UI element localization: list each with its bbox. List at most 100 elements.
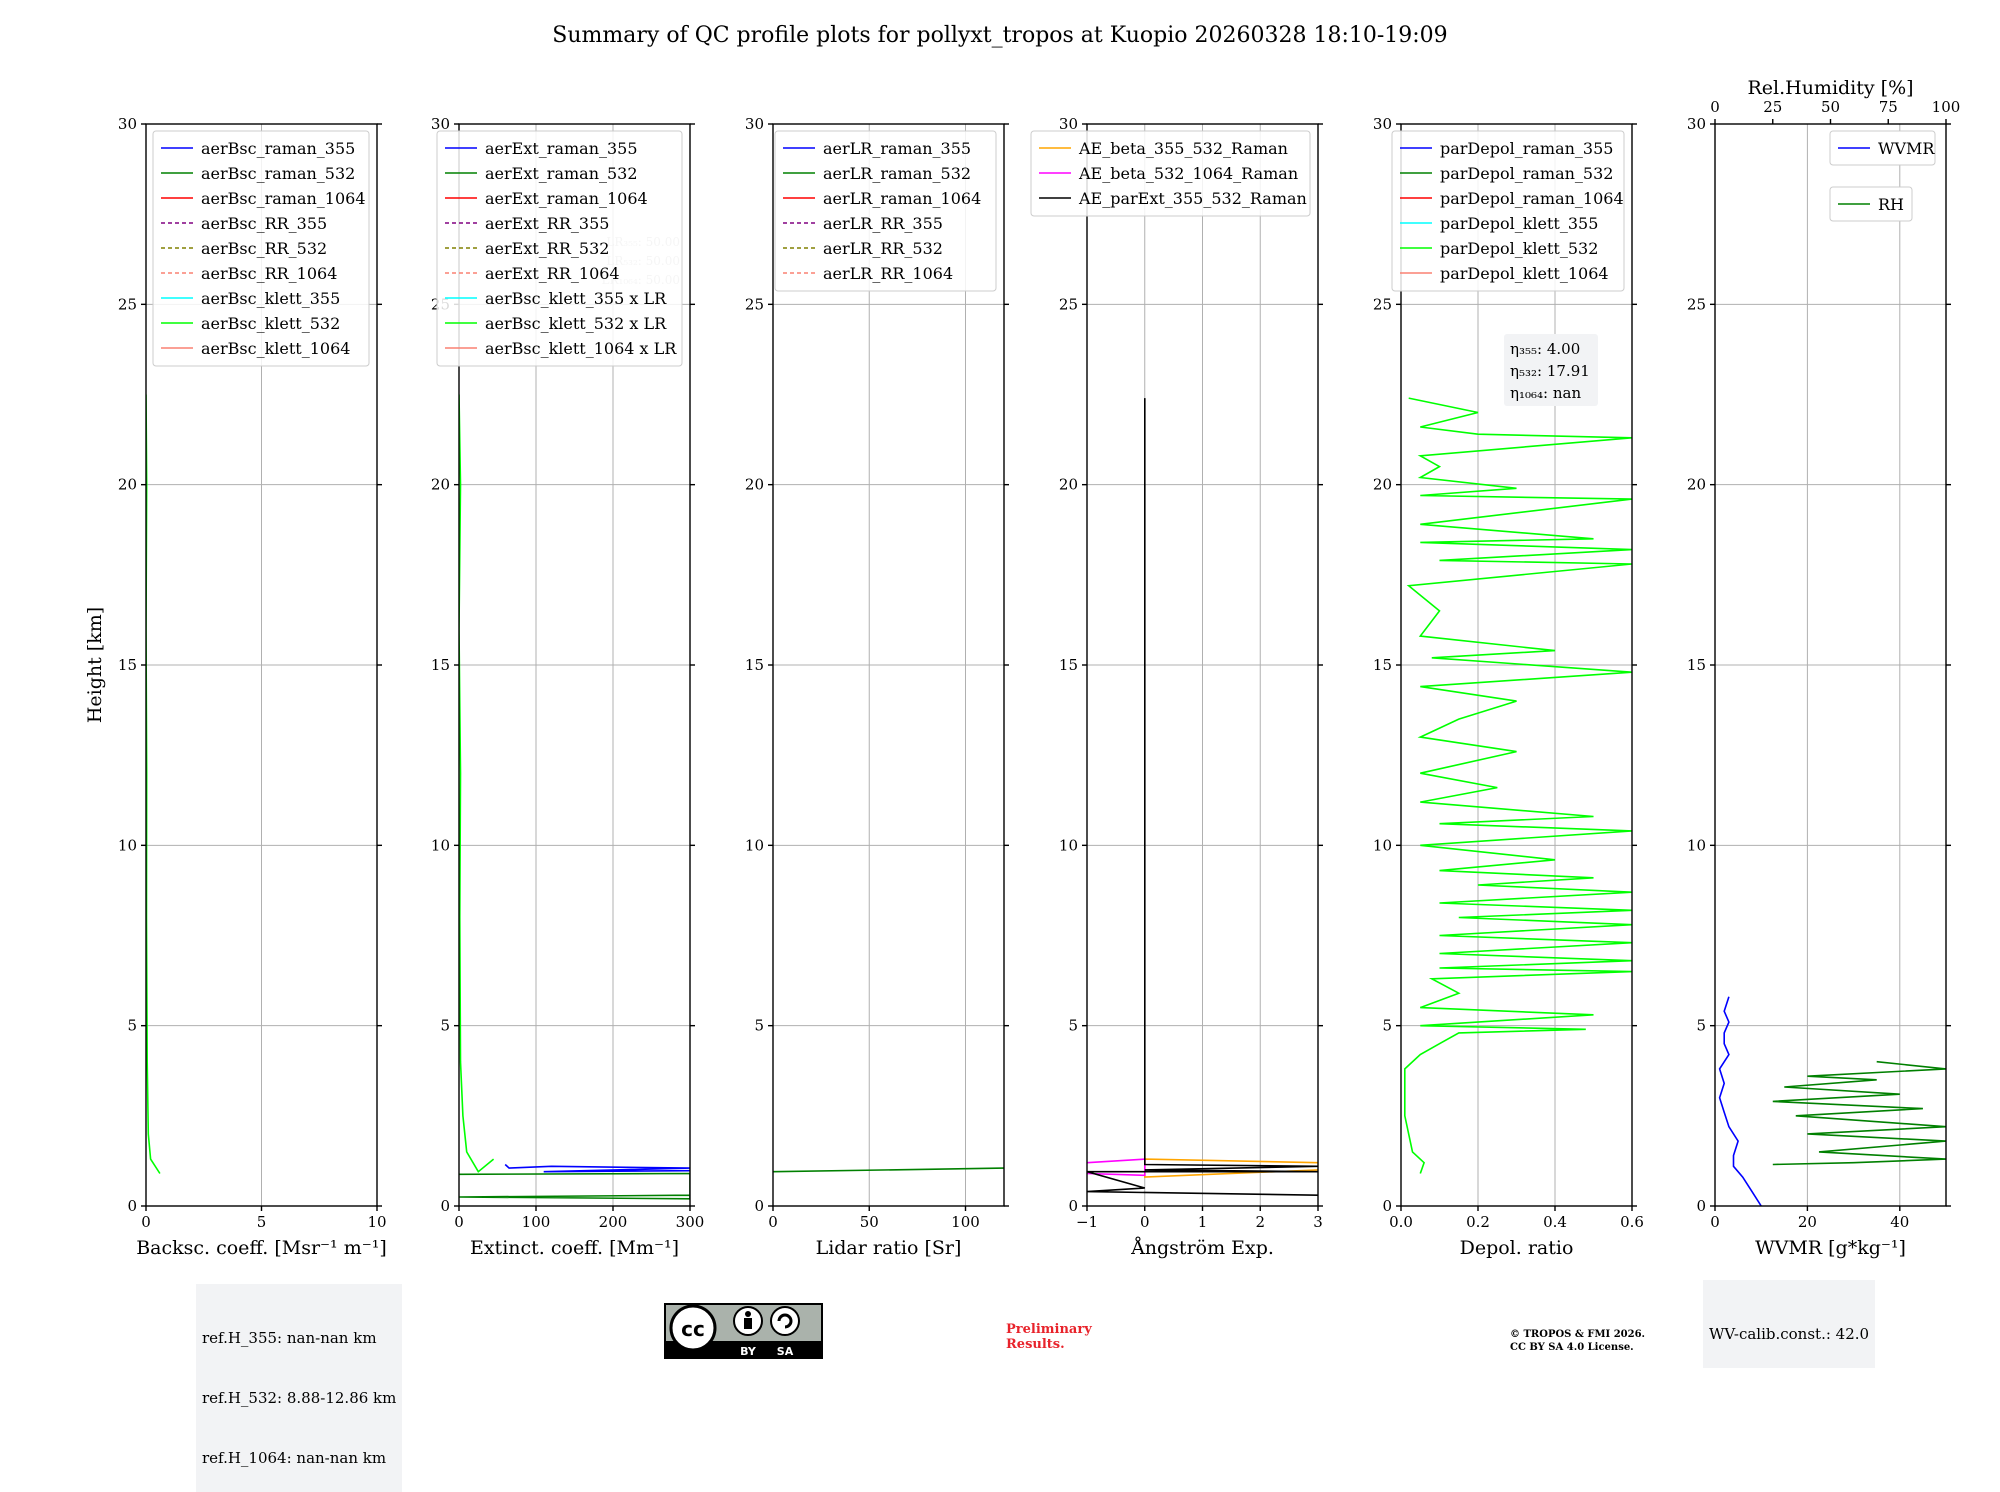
wv-calibration-constant: WV-calib.const.: 42.0 [1709, 1325, 1870, 1343]
series-line-aerExt_raman_355 [504, 1163, 690, 1173]
y-tick-label: 25 [745, 295, 764, 313]
legend-box [436, 130, 683, 367]
x-tick-label: 20 [1798, 1213, 1817, 1231]
x-tick-label: 5 [257, 1213, 267, 1231]
figure-canvas: Summary of QC profile plots for pollyxt_… [84, 23, 1960, 1359]
top-x-tick-label: 50 [1821, 98, 1840, 116]
ref-height-1064: ref.H_1064: nan-nan km [202, 1449, 387, 1467]
legend-label: aerBsc_klett_355 [201, 289, 340, 308]
legend-label: aerLR_raman_532 [823, 164, 971, 183]
y-tick-label: 15 [1059, 656, 1078, 674]
y-tick-label: 15 [1687, 656, 1706, 674]
cc-by-label: BY [740, 1345, 757, 1358]
legend-label: RH [1878, 195, 1904, 214]
y-tick-label: 30 [1687, 115, 1706, 133]
y-tick-label: 5 [754, 1017, 764, 1035]
axes-frame-lr [772, 123, 1005, 1207]
y-tick-label: 20 [1059, 476, 1078, 494]
x-axis-label: WVMR [g*kg⁻¹] [1755, 1237, 1906, 1259]
series-group-wv [1718, 996, 1946, 1206]
series-group-depol [1404, 397, 1632, 1174]
legend-label: AE_beta_532_1064_Raman [1078, 164, 1298, 183]
x-axis-label: Depol. ratio [1460, 1237, 1574, 1259]
legend-label: aerLR_RR_355 [823, 214, 943, 233]
legend-label: parDepol_raman_532 [1440, 164, 1613, 183]
x-tick-label: 200 [599, 1213, 628, 1231]
preliminary-line-2: Results. [1006, 1337, 1065, 1352]
legend-label: aerBsc_RR_532 [201, 239, 327, 258]
legend-label: parDepol_klett_532 [1440, 239, 1598, 258]
share-alike-icon [770, 1306, 800, 1336]
series-group-ae [1087, 398, 1318, 1196]
x-axis-label: Backsc. coeff. [Msr⁻¹ m⁻¹] [136, 1237, 387, 1259]
y-tick-label: 0 [440, 1197, 450, 1215]
y-tick-label: 20 [745, 476, 764, 494]
legend-label: aerExt_RR_1064 [485, 264, 620, 283]
figure-title: Summary of QC profile plots for pollyxt_… [552, 23, 1447, 48]
legend-label: aerExt_raman_355 [485, 139, 638, 158]
axes-frame-bsc [145, 123, 378, 1207]
ticks-ae [1082, 123, 1323, 1211]
x-tick-label: 0 [1140, 1213, 1150, 1231]
series-group-lr [773, 1167, 1004, 1173]
series-line-aerBsc_klett_532 [146, 394, 161, 1174]
series-line-WVMR [1718, 996, 1762, 1206]
y-tick-label: 0 [754, 1197, 764, 1215]
y-tick-label: 5 [1068, 1017, 1078, 1035]
y-tick-label: 25 [1059, 295, 1078, 313]
y-tick-label: 5 [440, 1017, 450, 1035]
x-axis-label: Extinct. coeff. [Mm⁻¹] [470, 1237, 679, 1259]
copyright-note: © TROPOS & FMI 2026. CC BY SA 4.0 Licens… [1510, 1328, 1645, 1354]
legend-label: aerBsc_raman_355 [201, 139, 355, 158]
top-x-axis-label: Rel.Humidity [%] [1747, 77, 1913, 99]
eta-box [1504, 334, 1598, 406]
series-line-parDepol_klett_532 [1404, 397, 1632, 1174]
eta-label: η₃₅₅: 4.00 [1510, 340, 1580, 358]
ticks-lr [768, 123, 1009, 1211]
y-tick-label: 15 [118, 656, 137, 674]
y-tick-label: 30 [745, 115, 764, 133]
ticks-depol [1396, 123, 1637, 1211]
series-group-bsc [146, 394, 161, 1174]
legend-label: aerLR_raman_1064 [823, 189, 981, 208]
y-tick-label: 10 [118, 836, 137, 854]
eta-label: η₁₀₆₄: nan [1510, 384, 1581, 402]
copyright-line-2: CC BY SA 4.0 License. [1510, 1342, 1634, 1353]
top-x-tick-label: 75 [1879, 98, 1898, 116]
x-tick-label: 1 [1198, 1213, 1208, 1231]
legend-label: aerBsc_raman_532 [201, 164, 355, 183]
legend-label: aerBsc_klett_355 x LR [485, 289, 667, 308]
series-line-aerLR_raman_532 [773, 1167, 1004, 1173]
preliminary-line-1: Preliminary [1006, 1322, 1092, 1337]
x-tick-label: 0 [141, 1213, 151, 1231]
x-axis-label: Ångström Exp. [1130, 1237, 1274, 1259]
legend-label: parDepol_klett_355 [1440, 214, 1598, 233]
legend-label: aerBsc_RR_355 [201, 214, 327, 233]
x-tick-label: 2 [1255, 1213, 1265, 1231]
legend-depol: parDepol_raman_355 parDepol_raman_532 parD… [1391, 130, 1625, 292]
y-tick-label: 0 [1382, 1197, 1392, 1215]
panel-depol: 0 5 10 15 20 25 30 0.0 0.2 0.4 0.6 parDepol_raman_3… [1373, 115, 1644, 1259]
legend-box [1829, 130, 1936, 166]
series-line-AE_parExt_355_532_Raman [1087, 398, 1318, 1196]
top-x-tick-label: 100 [1932, 98, 1961, 116]
y-tick-label: 15 [431, 656, 450, 674]
axes-frame-depol [1400, 123, 1633, 1207]
series-line-RH [1772, 1060, 1946, 1166]
legend-label: aerExt_RR_532 [485, 239, 609, 258]
legend-label: parDepol_raman_1064 [1440, 189, 1624, 208]
ref-height-532: ref.H_532: 8.88-12.86 km [202, 1389, 397, 1407]
legend-label: aerExt_raman_532 [485, 164, 638, 183]
x-tick-label: 0 [768, 1213, 778, 1231]
y-tick-label: 10 [1059, 836, 1078, 854]
legend-label: aerExt_RR_355 [485, 214, 609, 233]
y-tick-label: 5 [127, 1017, 137, 1035]
x-axis-label: Lidar ratio [Sr] [816, 1237, 962, 1259]
cc-logo-text: cc [681, 1317, 705, 1341]
y-tick-label: 30 [1059, 115, 1078, 133]
y-tick-label: 10 [745, 836, 764, 854]
